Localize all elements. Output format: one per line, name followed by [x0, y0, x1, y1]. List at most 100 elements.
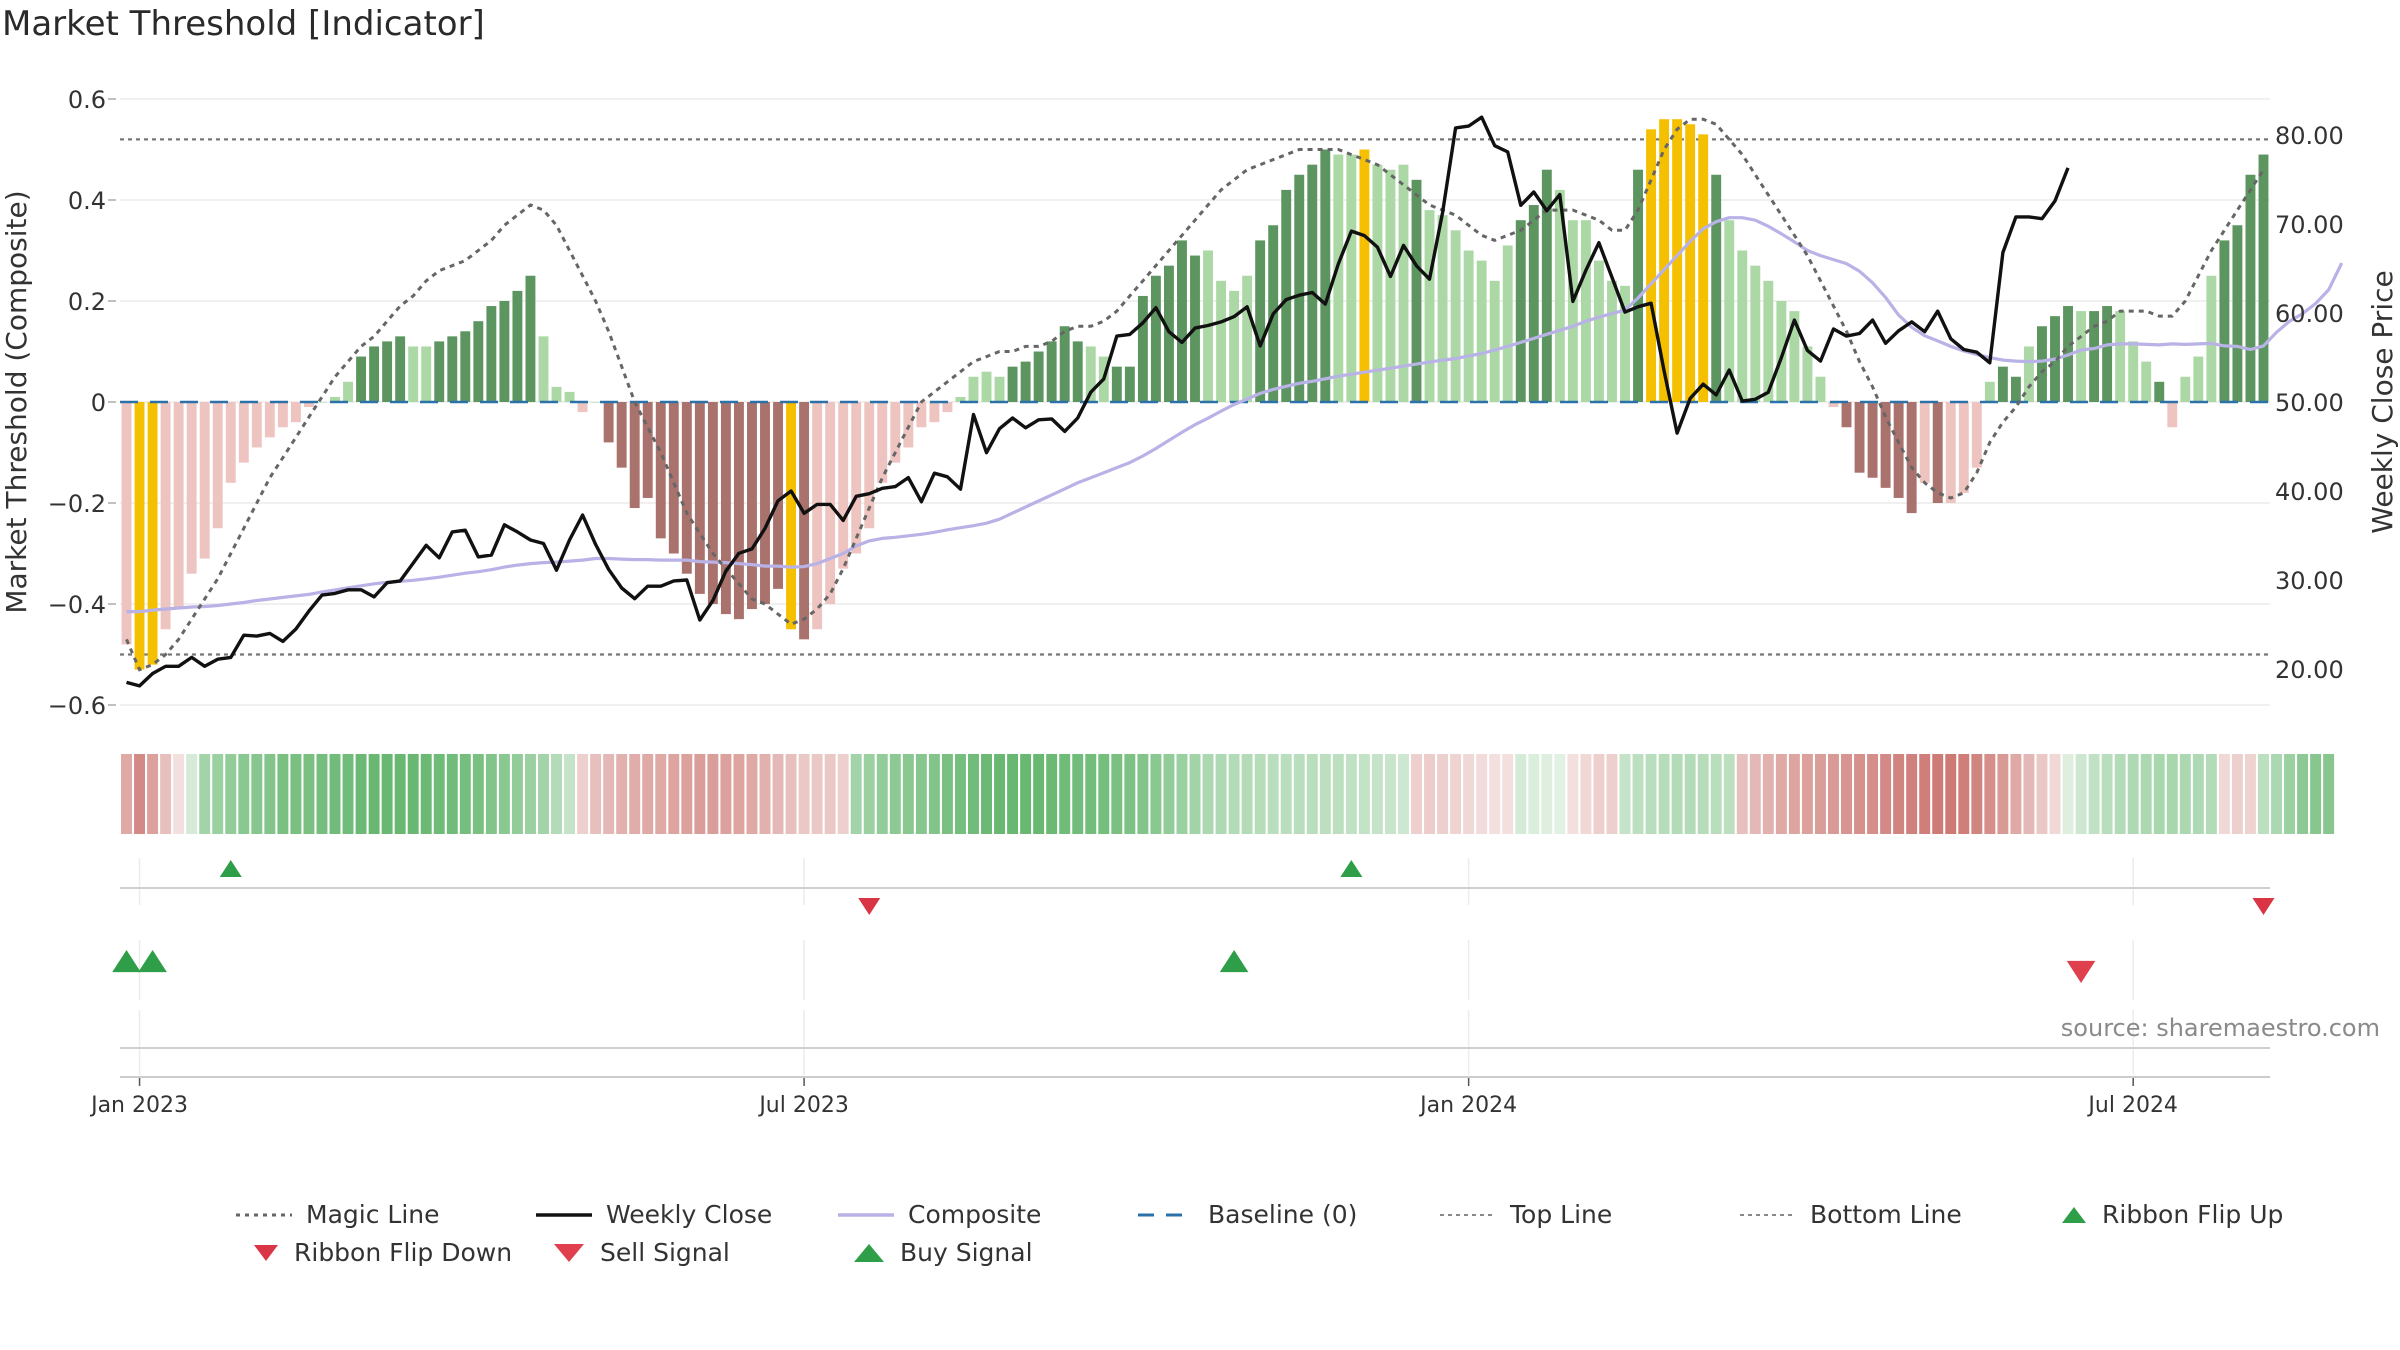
ribbon-segment [994, 754, 1006, 834]
ribbon-segment [1072, 754, 1084, 834]
legend-item-bottom-line[interactable]: Bottom Line [1740, 1200, 1962, 1229]
composite-bar [929, 402, 940, 423]
composite-bar [603, 402, 614, 443]
legend-item-magic-line[interactable]: Magic Line [236, 1200, 440, 1229]
composite-bar [1072, 341, 1083, 402]
y-tick-label-left: 0.2 [68, 288, 106, 316]
ribbon-segment [2153, 754, 2165, 834]
legend-item-ribbon-flip-down[interactable]: Ribbon Flip Down [252, 1238, 512, 1267]
ribbon-segment [1306, 754, 1318, 834]
legend-item-sell-signal[interactable]: Sell Signal [552, 1238, 730, 1267]
composite-bar [1137, 295, 1148, 402]
ribbon-segment [1046, 754, 1058, 834]
ribbon-segment [1332, 754, 1344, 834]
composite-bar [942, 402, 953, 413]
composite-bar [1750, 265, 1761, 402]
ribbon-segment [2323, 754, 2335, 834]
composite-bar [303, 402, 314, 408]
ribbon-segment [277, 754, 289, 834]
ribbon-segment [1450, 754, 1462, 834]
ribbon-segment [2101, 754, 2113, 834]
legend-item-top-line[interactable]: Top Line [1440, 1200, 1612, 1229]
composite-bar [512, 290, 523, 402]
ribbon-segment [668, 754, 680, 834]
ribbon-segment [238, 754, 250, 834]
legend-item-weekly-close[interactable]: Weekly Close [536, 1200, 772, 1229]
composite-bar [1919, 402, 1930, 483]
ribbon-segment [577, 754, 589, 834]
ribbon-segment [1958, 754, 1970, 834]
y-axis-label-right: Weekly Close Price [2366, 270, 2399, 533]
ribbon-segment [1007, 754, 1019, 834]
composite-bar [720, 402, 731, 615]
ribbon-segment [798, 754, 810, 834]
ribbon-flip-down-marker [858, 898, 881, 915]
composite-bar [799, 402, 810, 640]
ribbon-segment [1202, 754, 1214, 834]
composite-bar [838, 402, 849, 569]
composite-bar [1932, 402, 1943, 503]
ribbon-segment [1137, 754, 1149, 834]
y-tick-label-left: −0.2 [48, 490, 106, 518]
ribbon-segment [759, 754, 771, 834]
ribbon-segment [1945, 754, 1957, 834]
ribbon-segment [2192, 754, 2204, 834]
composite-bar [577, 402, 588, 413]
ribbon-segment [1775, 754, 1787, 834]
ribbon-segment [316, 754, 328, 834]
composite-bar [1763, 280, 1774, 402]
composite-bar [655, 402, 666, 539]
composite-bar [160, 402, 171, 630]
ribbon-segment [928, 754, 940, 834]
ribbon-segment [2271, 754, 2282, 834]
ribbon-segment [1841, 754, 1852, 834]
legend-item-baseline[interactable]: Baseline (0) [1138, 1200, 1357, 1229]
ribbon-segment [655, 754, 667, 834]
composite-bar [1059, 326, 1070, 402]
composite-bar [1307, 164, 1318, 402]
ribbon-segment [1971, 754, 1983, 834]
legend-item-ribbon-flip-up[interactable]: Ribbon Flip Up [2060, 1200, 2283, 1229]
ribbon-segment [915, 754, 927, 834]
ribbon-segment [1424, 754, 1436, 834]
composite-bar [955, 396, 966, 402]
composite-bar [773, 402, 783, 589]
ribbon-segment [1932, 754, 1944, 834]
ribbon-segment [590, 754, 602, 834]
y-axis-label-left: Market Threshold (Composite) [0, 190, 33, 613]
composite-bar [1776, 301, 1787, 402]
composite-bar [733, 402, 744, 620]
magic-line-swatch-icon [236, 1213, 292, 1216]
composite-bar [786, 402, 797, 630]
legend-label: Bottom Line [1810, 1200, 1962, 1229]
ribbon-segment [2036, 754, 2048, 834]
composite-bar [1294, 174, 1305, 402]
composite-bar [1906, 402, 1917, 514]
ribbon-segment [1919, 754, 1931, 834]
legend-item-composite[interactable]: Composite [838, 1200, 1041, 1229]
ribbon-segment [824, 754, 836, 834]
composite-bar [1033, 351, 1044, 402]
buy-signal-marker [138, 950, 167, 973]
ribbon-segment [811, 754, 823, 834]
composite-bar [2023, 346, 2034, 402]
ribbon-flip-up-marker [219, 860, 242, 877]
ribbon-segment [1437, 754, 1449, 834]
ribbon-segment [2062, 754, 2074, 834]
ribbon-segment [616, 754, 628, 834]
composite-bar [1672, 119, 1683, 402]
composite-bar [1698, 134, 1709, 402]
ribbon-segment [1554, 754, 1566, 834]
composite-bar [1150, 275, 1161, 402]
composite-bar [330, 396, 340, 402]
ribbon-segment [772, 754, 784, 834]
reference-lines [120, 138, 2270, 656]
legend-item-buy-signal[interactable]: Buy Signal [852, 1238, 1033, 1267]
composite-swatch-icon [838, 1212, 894, 1217]
composite-bar [1958, 402, 1969, 493]
composite-bar [2010, 376, 2021, 402]
ribbon-segment [681, 754, 693, 834]
composite-bar [212, 402, 223, 529]
composite-bar [1554, 189, 1565, 402]
composite-bar [1489, 280, 1500, 402]
